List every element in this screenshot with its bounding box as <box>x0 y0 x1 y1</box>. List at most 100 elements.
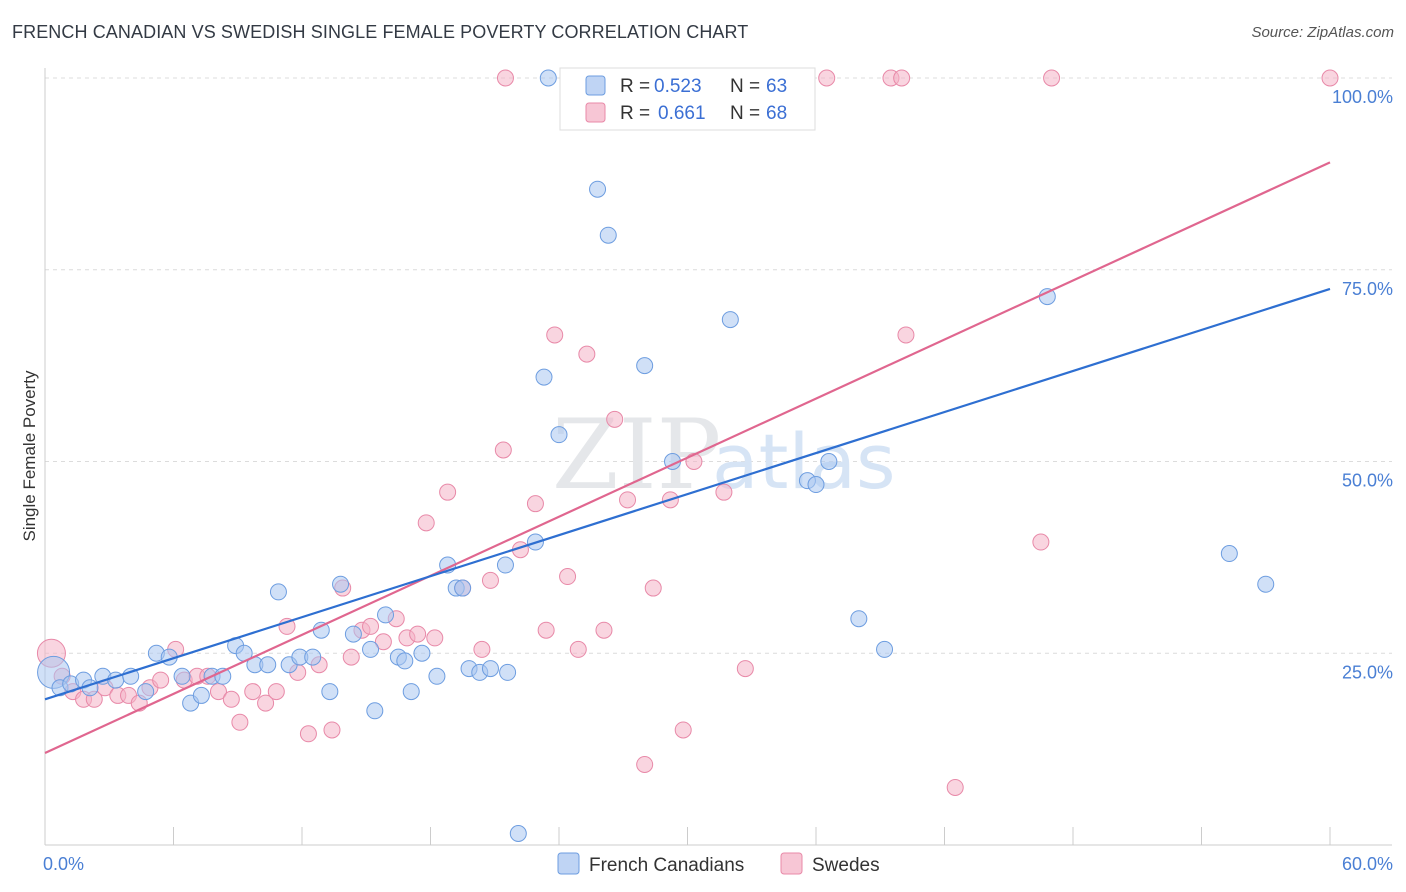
french-canadians-point <box>820 453 838 470</box>
swedes-point <box>569 640 587 658</box>
swedes-point <box>897 326 915 344</box>
swedes-point <box>417 514 435 532</box>
swedes-point <box>374 633 392 651</box>
french-canadians-point <box>721 311 739 329</box>
french-canadians-point <box>850 610 868 628</box>
source-note: Source: ZipAtlas.com <box>1251 24 1394 41</box>
swedes-point <box>267 683 285 701</box>
axes <box>44 68 1392 846</box>
swedes-point <box>323 721 341 739</box>
legend-r-value-1: 0.523 <box>654 76 702 97</box>
stats-legend: R = 0.523 N = 63 R = 0.661 N = 68 <box>559 67 816 131</box>
legend-swatch-swedes <box>780 852 803 875</box>
swedes-point <box>736 660 754 678</box>
swedes-point <box>578 345 596 363</box>
legend-n-label-2: N = <box>730 103 760 124</box>
y-tick-label: 25.0% <box>1342 662 1393 682</box>
french-canadians-point <box>402 683 420 701</box>
legend-swatch-blue <box>585 75 606 96</box>
swedes-point <box>152 671 170 689</box>
legend-swatch-french-canadians <box>557 852 580 875</box>
swedes-point <box>439 483 457 501</box>
french-canadians-point <box>192 686 210 704</box>
french-canadians-point <box>535 368 553 386</box>
swedes-point <box>619 491 637 509</box>
french-canadians-point <box>1220 545 1238 563</box>
swedes-point <box>1032 533 1050 551</box>
y-tick-labels: 25.0% 50.0% 75.0% 100.0% <box>1332 87 1393 682</box>
swedes-point <box>244 683 262 701</box>
watermark-atlas: atlas <box>712 417 896 506</box>
swedes-point <box>222 690 240 708</box>
y-tick-label: 100.0% <box>1332 87 1393 107</box>
swedes-point <box>644 579 662 597</box>
chart-title: FRENCH CANADIAN VS SWEDISH SINGLE FEMALE… <box>12 22 749 42</box>
x-tick-labels: 0.0% 60.0% <box>43 854 1393 874</box>
swedes-point <box>426 629 444 647</box>
french-canadians-point <box>428 667 446 685</box>
french-canadians-point <box>259 656 277 674</box>
french-canadians-point <box>137 683 155 701</box>
swedes-points <box>36 69 1339 796</box>
french-canadians-point <box>269 583 287 601</box>
legend-r-value-2: 0.661 <box>658 103 706 124</box>
legend-label-swedes: Swedes <box>812 855 880 876</box>
french-canadians-point <box>496 556 514 574</box>
french-canadians-point <box>332 575 350 593</box>
french-canadians-point <box>312 621 330 639</box>
y-tick-label: 75.0% <box>1342 279 1393 299</box>
swedes-point <box>231 713 249 731</box>
legend-n-label-1: N = <box>730 76 760 97</box>
french-canadians-point <box>362 640 380 658</box>
legend-label-french-canadians: French Canadians <box>589 855 744 876</box>
french-canadians-point <box>807 476 825 494</box>
legend-n-value-1: 63 <box>766 76 787 97</box>
swedes-point <box>818 69 836 87</box>
french-canadians-point <box>304 648 322 666</box>
french-canadians-point <box>589 180 607 198</box>
swedes-point <box>893 69 911 87</box>
french-canadians-point <box>876 640 894 658</box>
series-legend: French Canadians Swedes <box>557 852 880 876</box>
french-canadians-point <box>396 652 414 670</box>
swedes-point <box>606 410 624 428</box>
french-canadians-point <box>413 644 431 662</box>
swedes-trend-line <box>44 161 1331 754</box>
gridlines <box>45 77 1392 654</box>
french-canadians-point <box>1257 575 1275 593</box>
swedes-point <box>299 725 317 743</box>
y-tick-label: 50.0% <box>1342 471 1393 491</box>
french-canadians-trend-line <box>44 287 1331 701</box>
legend-n-value-2: 68 <box>766 103 787 124</box>
french-canadians-point <box>1038 288 1056 306</box>
y-axis-label: Single Female Poverty <box>20 370 39 542</box>
swedes-point <box>409 625 427 643</box>
swedes-point <box>674 721 692 739</box>
swedes-point <box>362 617 380 635</box>
legend-swatch-pink <box>585 102 606 123</box>
french-canadians-point <box>550 426 568 444</box>
swedes-point <box>257 694 275 712</box>
swedes-point <box>559 568 577 586</box>
trend-lines <box>44 161 1331 754</box>
x-tick-label-min: 0.0% <box>43 854 84 874</box>
swedes-point <box>496 69 514 87</box>
french-canadians-point <box>321 683 339 701</box>
swedes-point <box>1321 69 1339 87</box>
legend-r-label-2: R = <box>620 103 650 124</box>
swedes-point <box>946 778 964 796</box>
french-canadians-point <box>366 702 384 720</box>
swedes-point <box>526 495 544 513</box>
french-canadians-point <box>173 667 191 685</box>
french-canadians-point <box>481 660 499 678</box>
french-canadians-point <box>499 663 517 681</box>
french-canadians-point <box>509 824 527 842</box>
swedes-point <box>494 441 512 459</box>
swedes-point <box>715 483 733 501</box>
swedes-point <box>537 621 555 639</box>
french-canadians-point <box>539 69 557 87</box>
swedes-point <box>636 755 654 773</box>
french-canadians-point <box>377 606 395 624</box>
swedes-point <box>342 648 360 666</box>
